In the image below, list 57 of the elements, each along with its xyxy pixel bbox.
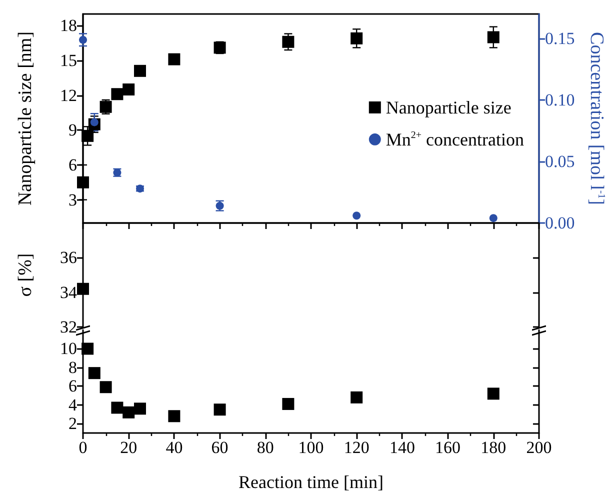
y-tick-label: 15: [60, 50, 77, 70]
x-axis-title: Reaction time [min]: [238, 472, 384, 492]
x-tick-label: 180: [480, 438, 506, 457]
point: [100, 381, 112, 394]
x-tick-label: 160: [435, 438, 461, 457]
point: [282, 398, 294, 410]
point: [134, 64, 146, 77]
y-tick-label: 6: [68, 376, 77, 396]
point: [487, 31, 500, 44]
y-tick-label: 10: [60, 339, 77, 358]
y-tick-label: 3: [68, 190, 77, 210]
point: [88, 367, 100, 380]
x-tick-label: 80: [256, 438, 274, 457]
point: [282, 36, 294, 48]
y-tick-label: 2: [68, 414, 77, 434]
y-tick-label: 34: [60, 282, 78, 302]
point: [82, 342, 94, 355]
y2-axis-title: Concentration [mol l-1]: [586, 32, 607, 205]
x-tick-label: 60: [211, 438, 228, 457]
point: [82, 130, 94, 142]
point: [79, 36, 87, 44]
y-tick-label: 9: [68, 120, 77, 140]
y-tick-label: 6: [68, 155, 77, 174]
point: [77, 176, 89, 188]
x-tick-label: 140: [389, 438, 415, 457]
point: [168, 410, 180, 422]
y-axis-title: σ [%]: [15, 253, 36, 297]
legend-label: Nanoparticle size: [386, 97, 512, 118]
point: [168, 53, 180, 66]
x-tick-label: 20: [120, 438, 138, 457]
point: [122, 406, 135, 418]
y-tick-label: 4: [68, 395, 78, 414]
y-tick-label: 18: [60, 16, 77, 36]
x-tick-label: 40: [166, 438, 183, 457]
point: [111, 88, 124, 100]
y2-tick-label: 0.10: [545, 90, 575, 110]
y2-tick-label: 0.05: [545, 152, 575, 172]
point: [111, 402, 124, 414]
x-tick-label: 0: [78, 438, 88, 457]
x-tick-label: 200: [526, 438, 552, 457]
y-tick-label: 32: [60, 318, 77, 336]
point: [134, 402, 146, 415]
x-tick-label: 100: [298, 438, 324, 457]
point: [352, 212, 361, 220]
y2-tick-label: 0.15: [545, 29, 575, 48]
y2-tick-label: 0.00: [545, 214, 575, 232]
point: [350, 391, 363, 404]
point: [214, 404, 226, 416]
point: [350, 32, 363, 44]
y-axis-title: Nanoparticle size [nm]: [15, 31, 36, 206]
y-tick-label: 8: [68, 358, 77, 377]
y-tick-label: 12: [60, 86, 77, 105]
y-tick-label: 36: [60, 248, 77, 268]
point: [487, 388, 500, 400]
point: [122, 83, 135, 96]
x-tick-label: 120: [344, 438, 370, 457]
point: [489, 214, 498, 222]
